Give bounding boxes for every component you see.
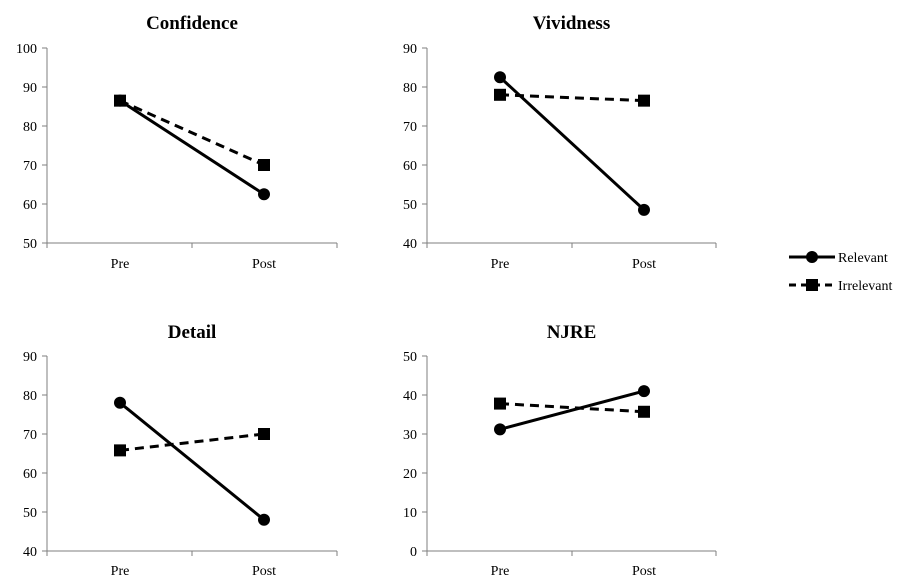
y-tick-label: 80 xyxy=(23,389,37,404)
y-tick-label: 50 xyxy=(23,506,37,521)
y-tick-label: 60 xyxy=(23,467,37,482)
series-irrelevant-detail xyxy=(114,428,270,457)
y-tick-label: 40 xyxy=(403,389,417,404)
x-tick-label: Post xyxy=(632,564,656,575)
series-line-relevant xyxy=(119,99,265,196)
x-tick-label: Post xyxy=(632,257,656,272)
y-tick-label: 50 xyxy=(403,198,417,213)
y-tick-label: 80 xyxy=(403,81,417,96)
point-irrelevant xyxy=(494,397,506,410)
x-tick-label: Pre xyxy=(491,564,510,575)
y-tick-label: 90 xyxy=(23,81,37,96)
y-tick-label: 90 xyxy=(403,42,417,57)
y-tick-label: 50 xyxy=(23,237,37,252)
y-tick-label: 70 xyxy=(23,428,37,443)
y-tick-label: 60 xyxy=(23,198,37,213)
chart-njre: NJRE 0 10 20 30 40 50 Pre Post xyxy=(403,322,717,575)
series-line-irrelevant xyxy=(119,99,265,167)
y-tick-label: 60 xyxy=(403,159,417,174)
y-tick-label: 80 xyxy=(23,120,37,135)
point-irrelevant xyxy=(494,88,506,101)
x-tick-label: Pre xyxy=(111,564,130,575)
series-irrelevant-vividness xyxy=(494,88,650,107)
point-relevant xyxy=(494,71,506,84)
legend-marker-square xyxy=(806,279,818,291)
chart-confidence: Confidence 50 60 70 80 90 100 Pre Post xyxy=(16,13,338,272)
point-irrelevant xyxy=(638,405,650,418)
y-tick-label: 40 xyxy=(403,237,417,252)
chart-title-vividness: Vividness xyxy=(533,13,610,34)
x-tick-label: Pre xyxy=(111,257,130,272)
legend-item-relevant: Relevant xyxy=(789,251,888,266)
point-relevant xyxy=(258,513,270,526)
series-line-irrelevant xyxy=(119,432,265,452)
series-relevant-confidence xyxy=(114,94,270,201)
x-tick-label: Post xyxy=(252,564,276,575)
y-tick-label: 20 xyxy=(403,467,417,482)
series-line-relevant xyxy=(498,76,646,211)
series-irrelevant-confidence xyxy=(114,94,270,171)
legend-item-irrelevant: Irrelevant xyxy=(789,279,893,294)
y-tick-label: 30 xyxy=(403,428,417,443)
series-irrelevant-njre xyxy=(494,397,650,418)
point-relevant xyxy=(114,94,126,107)
series-relevant-njre xyxy=(494,385,650,436)
point-relevant xyxy=(258,188,270,201)
y-tick-label: 100 xyxy=(16,42,37,57)
chart-title-confidence: Confidence xyxy=(146,13,238,34)
series-line-relevant xyxy=(119,401,265,521)
series-line-irrelevant xyxy=(499,402,645,414)
point-relevant xyxy=(494,423,506,436)
y-tick-label: 0 xyxy=(410,545,417,560)
legend-label: Irrelevant xyxy=(838,279,893,294)
point-relevant xyxy=(638,385,650,398)
x-tick-label: Pre xyxy=(491,257,510,272)
chart-title-njre: NJRE xyxy=(547,322,597,343)
chart-vividness: Vividness 40 50 60 70 80 90 Pre Post xyxy=(403,13,717,272)
chart-detail: Detail 40 50 60 70 80 90 Pre Post xyxy=(23,322,338,575)
point-irrelevant xyxy=(258,428,270,440)
legend-marker-circle xyxy=(806,251,818,263)
y-tick-label: 70 xyxy=(23,159,37,174)
point-relevant xyxy=(114,396,126,409)
y-tick-label: 50 xyxy=(403,350,417,365)
legend-label: Relevant xyxy=(838,251,888,266)
y-tick-label: 10 xyxy=(403,506,417,521)
series-line-relevant xyxy=(499,389,645,431)
point-irrelevant xyxy=(258,159,270,171)
point-irrelevant xyxy=(638,94,650,107)
y-tick-label: 70 xyxy=(403,120,417,135)
point-irrelevant xyxy=(114,444,126,457)
legend: Relevant Irrelevant xyxy=(789,251,893,294)
y-tick-label: 40 xyxy=(23,545,37,560)
chart-title-detail: Detail xyxy=(168,322,217,343)
series-relevant-vividness xyxy=(494,71,650,216)
point-relevant xyxy=(638,203,650,216)
y-tick-label: 90 xyxy=(23,350,37,365)
x-tick-label: Post xyxy=(252,257,276,272)
series-line-irrelevant xyxy=(499,93,645,103)
series-relevant-detail xyxy=(114,396,270,526)
